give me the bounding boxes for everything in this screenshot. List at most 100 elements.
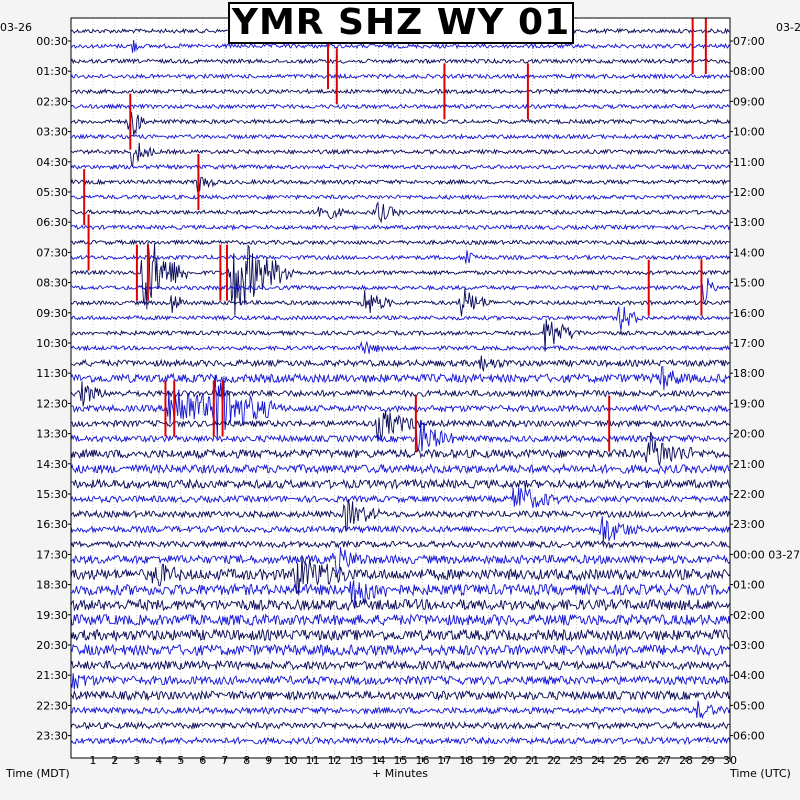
x-tick-label: 30 [723, 754, 737, 767]
trace-row [70, 239, 731, 246]
title-box: YMR SHZ WY 01 [228, 2, 574, 44]
trace-row [70, 366, 731, 390]
left-time-label: 05:30 [36, 186, 68, 199]
trace-row [70, 193, 731, 201]
trace-row [70, 736, 731, 746]
trace-row [70, 673, 730, 690]
x-tick-label: 3 [133, 754, 140, 767]
x-tick-label: 27 [657, 754, 671, 767]
label-layer: 03-26 03-2 Time (MDT) + Minutes Time (UT… [0, 21, 800, 780]
trace-row [70, 463, 730, 475]
right-time-label: 11:00 [733, 156, 765, 169]
x-tick-label: 22 [547, 754, 561, 767]
right-time-label: 00:00 03-27 [733, 548, 800, 561]
left-time-label: 07:30 [36, 246, 68, 259]
x-tick-label: 7 [221, 754, 228, 767]
trace-row [70, 659, 731, 672]
trace-row [70, 539, 731, 550]
x-tick-label: 26 [635, 754, 649, 767]
x-tick-label: 15 [394, 754, 408, 767]
right-time-label: 05:00 [733, 699, 765, 712]
trace-row [70, 306, 731, 331]
trace-row [70, 288, 731, 317]
trace-row [70, 431, 731, 466]
trace-row [70, 613, 731, 627]
trace-row [70, 555, 731, 596]
x-tick-label: 25 [613, 754, 627, 767]
trace-row [70, 355, 731, 372]
x-tick-label: 2 [111, 754, 118, 767]
left-time-label: 18:30 [36, 579, 68, 592]
right-time-label: 16:00 [733, 307, 765, 320]
left-time-label: 01:30 [36, 65, 68, 78]
left-time-label: 04:30 [36, 156, 68, 169]
trace-row [70, 598, 731, 612]
trace-row [70, 628, 731, 642]
trace-row [70, 103, 730, 110]
x-tick-label: 6 [199, 754, 206, 767]
x-tick-label: 8 [243, 754, 250, 767]
x-tick-label: 16 [415, 754, 429, 767]
trace-row [70, 487, 731, 508]
right-time-label: 07:00 [733, 35, 765, 48]
right-time-label: 13:00 [733, 216, 765, 229]
trace-row [70, 173, 731, 193]
trace-row [70, 516, 731, 543]
trace-row [70, 223, 731, 231]
trace-row [70, 242, 731, 316]
footer-left-label: Time (MDT) [5, 767, 70, 780]
trace-row [70, 72, 731, 80]
trace-row [70, 163, 731, 171]
trace-layer [70, 18, 731, 758]
x-tick-label: 28 [679, 754, 693, 767]
right-time-label: 18:00 [733, 367, 765, 380]
left-time-label: 15:30 [36, 488, 68, 501]
left-time-label: 09:30 [36, 307, 68, 320]
trace-row [70, 580, 731, 607]
x-tick-label: 13 [350, 754, 364, 767]
x-tick-label: 5 [177, 754, 184, 767]
x-tick-label: 9 [265, 754, 272, 767]
left-time-label: 21:30 [36, 669, 68, 682]
trace-row [70, 374, 731, 441]
trace-row [70, 421, 731, 452]
left-time-label: 00:30 [36, 35, 68, 48]
right-time-label: 23:00 [733, 518, 765, 531]
left-time-label: 02:30 [36, 95, 68, 108]
x-tick-label: 4 [155, 754, 162, 767]
trace-row [70, 277, 731, 305]
x-tick-label: 11 [306, 754, 320, 767]
footer-center-label: + Minutes [372, 767, 428, 780]
x-tick-label: 24 [591, 754, 605, 767]
trace-row [70, 700, 731, 720]
trace-row [70, 250, 731, 264]
left-time-label: 22:30 [36, 699, 68, 712]
trace-row [70, 478, 731, 490]
trace-row [70, 39, 731, 53]
x-tick-label: 19 [481, 754, 495, 767]
right-time-label: 20:00 [733, 428, 765, 441]
right-time-label: 08:00 [733, 65, 765, 78]
x-tick-label: 21 [525, 754, 539, 767]
x-tick-label: 17 [437, 754, 451, 767]
trace-row [70, 133, 731, 141]
trace-row [70, 112, 731, 136]
right-time-label: 21:00 [733, 458, 765, 471]
right-time-label: 03:00 [733, 639, 765, 652]
trace-row [70, 340, 731, 354]
chart-title: YMR SHZ WY 01 [231, 2, 571, 43]
trace-row [70, 57, 731, 65]
left-time-label: 06:30 [36, 216, 68, 229]
left-time-label: 12:30 [36, 397, 68, 410]
trace-row [70, 498, 731, 532]
trace-row [70, 142, 731, 168]
right-time-label: 10:00 [733, 126, 765, 139]
right-time-label: 17:00 [733, 337, 765, 350]
right-time-label: 12:00 [733, 186, 765, 199]
trace-row [70, 381, 731, 407]
footer-right-label: Time (UTC) [729, 767, 791, 780]
x-tick-label: 23 [569, 754, 583, 767]
left-time-label: 20:30 [36, 639, 68, 652]
left-time-label: 13:30 [36, 428, 68, 441]
